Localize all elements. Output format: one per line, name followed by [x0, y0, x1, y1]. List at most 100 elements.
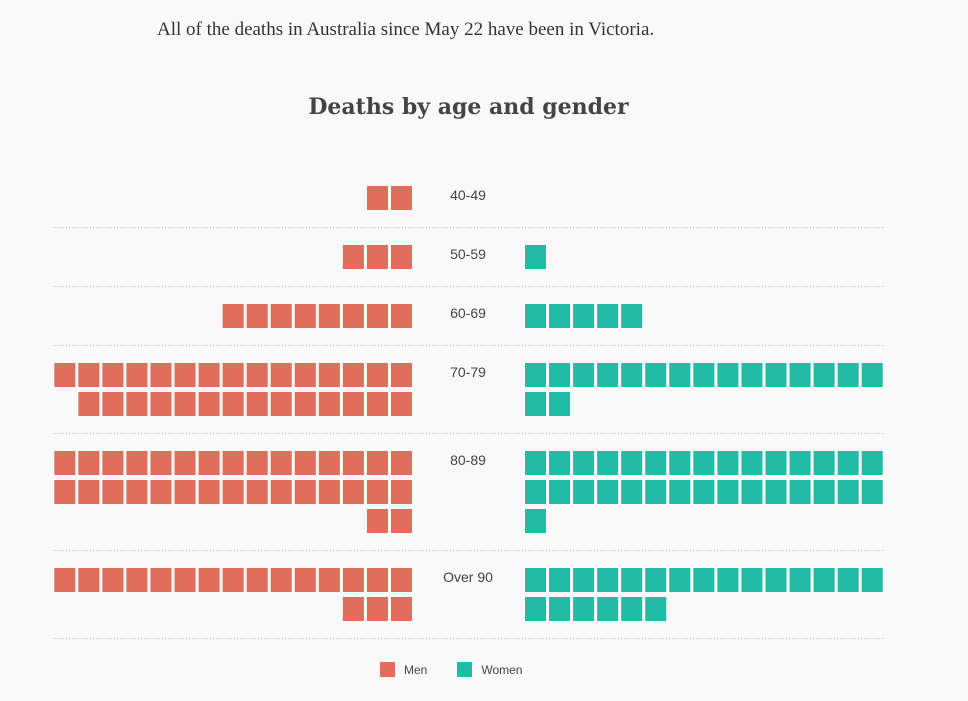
women-square	[693, 451, 715, 475]
men-square	[294, 451, 316, 475]
men-square	[54, 451, 76, 475]
men-square	[198, 451, 220, 475]
women-square	[765, 480, 787, 504]
women-square	[573, 451, 595, 475]
men-square	[391, 186, 412, 210]
men-square	[270, 363, 292, 387]
women-square	[621, 304, 643, 328]
chart-legend: Men Women	[380, 662, 552, 677]
men-square	[222, 568, 244, 592]
women-square	[525, 480, 546, 504]
women-square	[717, 480, 739, 504]
women-square	[837, 568, 859, 592]
men-square	[54, 480, 76, 504]
women-square	[597, 597, 619, 621]
men-square	[391, 245, 412, 269]
men-square	[246, 451, 268, 475]
men-square	[78, 480, 100, 504]
men-square	[342, 363, 364, 387]
women-square	[645, 480, 667, 504]
women-square	[789, 568, 811, 592]
legend-item-women: Women	[457, 662, 522, 677]
men-square	[318, 480, 340, 504]
women-square	[525, 392, 546, 416]
women-square	[645, 568, 667, 592]
men-square	[366, 597, 388, 621]
women-square	[861, 363, 883, 387]
women-square	[861, 568, 883, 592]
men-square	[366, 186, 388, 210]
men-square	[222, 451, 244, 475]
women-square	[525, 451, 546, 475]
men-square	[246, 392, 268, 416]
age-group-label: 40-49	[450, 187, 486, 203]
age-group-label: 60-69	[450, 305, 486, 321]
women-square	[525, 363, 546, 387]
women-square	[693, 480, 715, 504]
women-square	[741, 451, 763, 475]
women-square	[573, 480, 595, 504]
women-square	[621, 480, 643, 504]
women-square	[573, 304, 595, 328]
men-square	[198, 568, 220, 592]
men-square	[78, 363, 100, 387]
women-square	[765, 363, 787, 387]
women-square	[741, 363, 763, 387]
women-square	[621, 363, 643, 387]
age-group-label: Over 90	[443, 569, 493, 585]
women-square	[597, 568, 619, 592]
men-square	[246, 568, 268, 592]
men-square	[174, 480, 196, 504]
women-square	[765, 568, 787, 592]
women-square	[597, 363, 619, 387]
women-square	[549, 392, 571, 416]
women-square	[645, 363, 667, 387]
men-square	[246, 304, 268, 328]
men-square	[126, 363, 148, 387]
men-square	[342, 451, 364, 475]
men-square	[294, 304, 316, 328]
men-square	[318, 451, 340, 475]
men-square	[150, 392, 172, 416]
men-square	[366, 304, 388, 328]
women-square	[597, 304, 619, 328]
men-square	[391, 597, 412, 621]
men-square	[150, 480, 172, 504]
women-square	[597, 480, 619, 504]
men-square	[54, 568, 76, 592]
women-square	[861, 480, 883, 504]
women-square	[645, 451, 667, 475]
age-group-label: 50-59	[450, 246, 486, 262]
men-square	[270, 392, 292, 416]
men-square	[342, 480, 364, 504]
men-square	[391, 451, 412, 475]
men-square	[366, 451, 388, 475]
men-square	[366, 480, 388, 504]
men-square	[174, 451, 196, 475]
chart-title: Deaths by age and gender	[308, 94, 629, 120]
men-square	[174, 568, 196, 592]
men-square	[102, 392, 124, 416]
women-square	[861, 451, 883, 475]
men-square	[342, 568, 364, 592]
men-square	[342, 392, 364, 416]
men-square	[391, 392, 412, 416]
men-square	[102, 568, 124, 592]
men-square	[78, 568, 100, 592]
women-square	[765, 451, 787, 475]
men-square	[294, 363, 316, 387]
men-square	[126, 480, 148, 504]
men-square	[318, 363, 340, 387]
men-square	[246, 480, 268, 504]
women-square	[741, 568, 763, 592]
men-square	[126, 568, 148, 592]
women-square	[573, 363, 595, 387]
men-square	[318, 392, 340, 416]
women-square	[813, 568, 835, 592]
men-square	[222, 304, 244, 328]
women-square	[621, 597, 643, 621]
men-square	[294, 480, 316, 504]
women-square	[813, 451, 835, 475]
age-group-label: 80-89	[450, 452, 486, 468]
men-square	[366, 245, 388, 269]
